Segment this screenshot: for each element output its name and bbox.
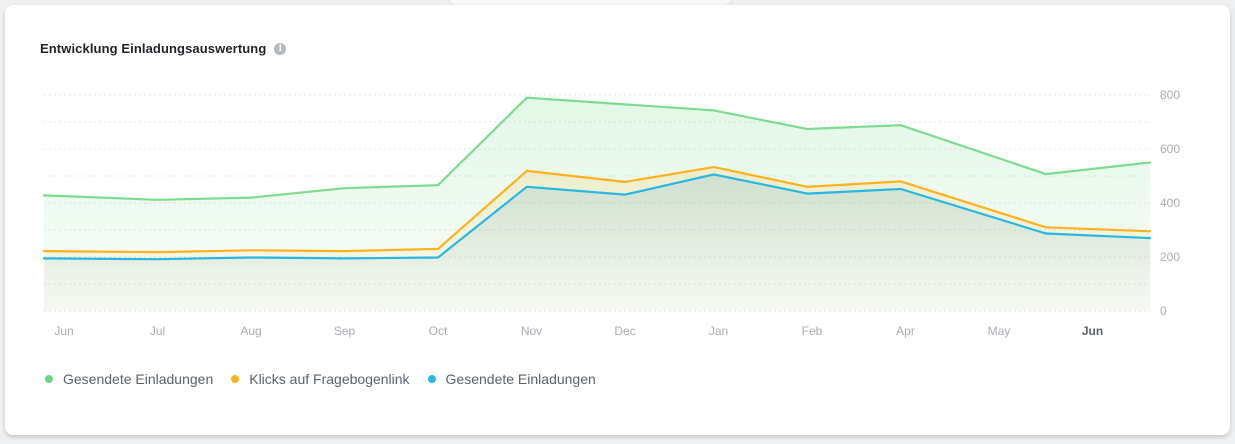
x-tick-label: Apr	[896, 324, 915, 338]
x-tick-label: Oct	[429, 324, 448, 338]
series-line-1	[42, 96, 1152, 201]
x-tick-label: Sep	[334, 324, 356, 338]
chart-header: Entwicklung Einladungsauswertung i	[40, 41, 287, 56]
y-tick-label: 800	[1160, 88, 1180, 102]
legend-dot	[427, 375, 436, 383]
top-tab-shadow	[450, 0, 730, 6]
x-axis-ticks: Jun Jul Aug Sep Oct Nov Dec Jan Feb Apr May Jun	[54, 324, 1103, 338]
x-tick-label: Jan	[709, 324, 728, 338]
x-tick-label: May	[988, 324, 1011, 338]
x-tick-label: Jul	[150, 324, 165, 338]
legend-label: Gesendete Einladungen	[445, 371, 596, 387]
legend-dot	[45, 375, 53, 383]
legend-item-sent-invitations-2[interactable]: Gesendete Einladungen	[427, 371, 596, 387]
series-areas	[44, 97, 1150, 311]
series-line-3	[42, 173, 1152, 261]
y-tick-label: 400	[1160, 196, 1180, 210]
y-axis-ticks: 800 600 400 200 0	[1160, 88, 1180, 318]
legend-dot	[231, 375, 240, 383]
x-tick-label: Feb	[802, 324, 823, 338]
y-tick-label: 0	[1160, 304, 1167, 318]
y-tick-label: 200	[1160, 250, 1180, 264]
x-tick-label: Dec	[614, 324, 635, 338]
x-tick-label: Jun	[1082, 324, 1103, 338]
y-tick-label: 600	[1160, 142, 1180, 156]
x-tick-label: Jun	[54, 324, 73, 338]
legend-label: Gesendete Einladungen	[63, 371, 214, 387]
legend-item-questionnaire-clicks[interactable]: Klicks auf Fragebogenlink	[231, 371, 410, 387]
legend-item-sent-invitations[interactable]: Gesendete Einladungen	[45, 371, 213, 387]
legend-label: Klicks auf Fragebogenlink	[249, 371, 410, 387]
series-lines	[42, 96, 1152, 261]
series-line-2	[42, 166, 1152, 254]
chart-title: Entwicklung Einladungsauswertung	[40, 41, 267, 56]
x-tick-label: Aug	[240, 324, 261, 338]
chart-legend: Gesendete Einladungen Klicks auf Fragebo…	[45, 371, 614, 387]
series-area-3	[44, 174, 1150, 311]
info-icon[interactable]: i	[274, 42, 287, 55]
x-tick-label: Nov	[521, 324, 542, 338]
